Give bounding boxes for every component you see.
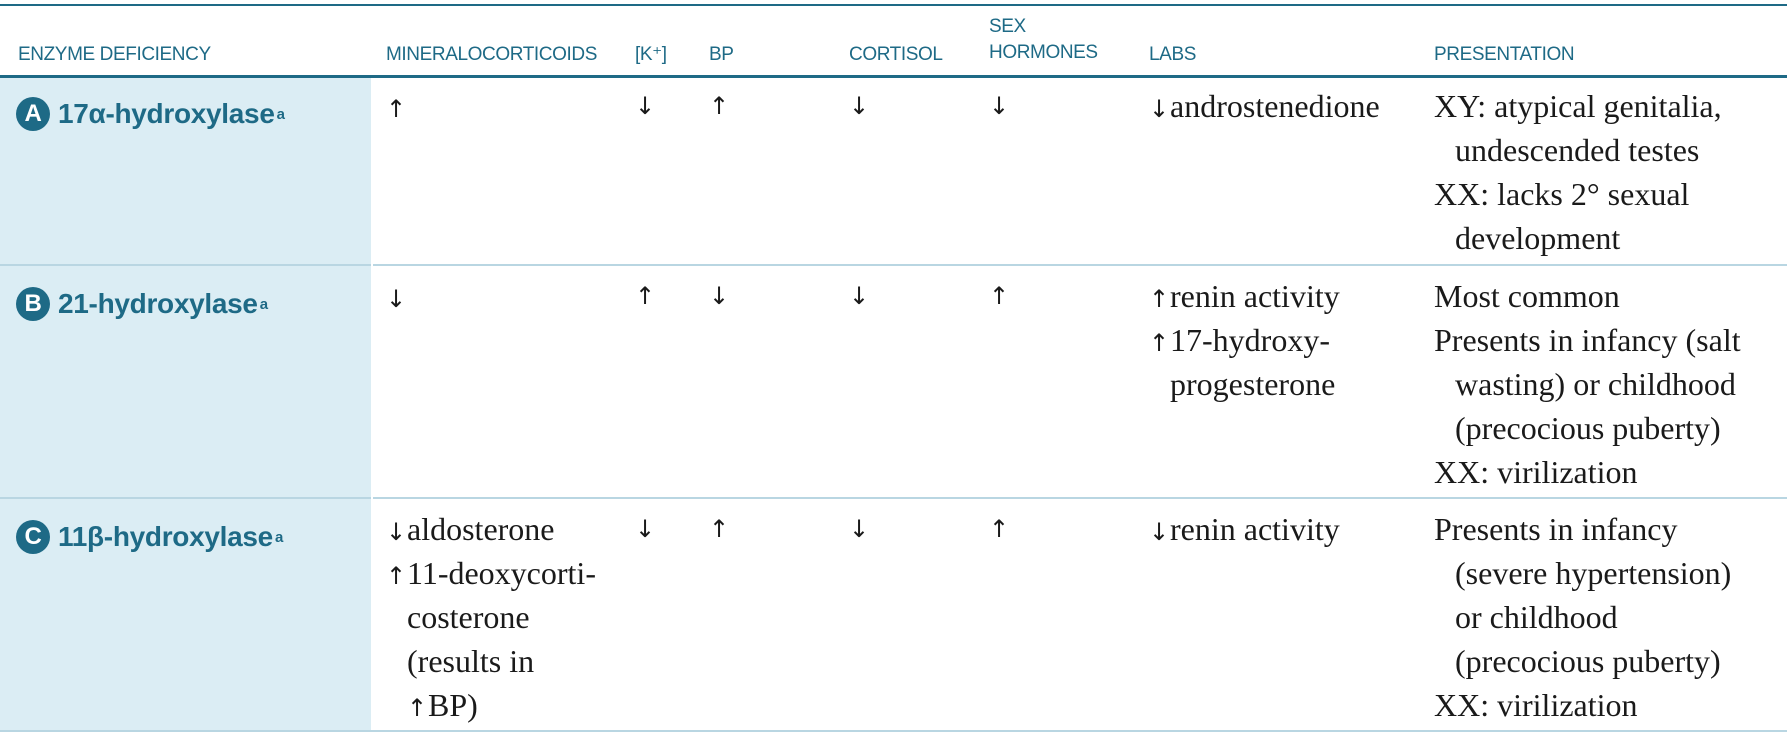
row-c-cortisol: ↓	[849, 515, 870, 543]
row-c-presentation: Presents in infancy (severe hypertension…	[1434, 511, 1732, 723]
row-a-presentation: XY: atypical genitalia, undescended test…	[1434, 88, 1722, 256]
header-presentation: PRESENTATION	[1434, 44, 1575, 65]
row-label-shade-c	[0, 499, 371, 730]
footnote-marker: a	[259, 295, 268, 313]
header-rule	[0, 75, 1787, 78]
row-c-labs: ↓renin activity	[1149, 507, 1340, 551]
row-rule	[0, 264, 1787, 266]
down-arrow-icon: ↓	[1149, 95, 1170, 123]
up-arrow-icon: ↑	[386, 562, 407, 590]
bottom-rule	[0, 730, 1787, 732]
row-a-potassium: ↓	[635, 92, 656, 120]
enzyme-label: 17α-hydroxylase	[58, 98, 275, 129]
header-sex-hormones-line2: HORMONES	[989, 42, 1098, 63]
header-labs: LABS	[1149, 44, 1196, 65]
row-label-shade-b	[0, 266, 371, 497]
header-sex-hormones-line1: SEX	[989, 16, 1026, 37]
top-rule	[0, 4, 1787, 6]
enzyme-name-17a-hydroxylase: A 17α-hydroxylase a	[16, 92, 285, 136]
enzyme-label: 21-hydroxylase	[58, 288, 258, 319]
row-c-potassium: ↓	[635, 515, 656, 543]
row-rule	[0, 497, 1787, 499]
header-sex-hormones: SEX HORMONES	[989, 14, 1098, 66]
footnote-marker: a	[274, 528, 283, 546]
row-b-bp: ↓	[709, 282, 730, 310]
enzyme-label: 11β-hydroxylase	[58, 521, 273, 552]
enzyme-name-11b-hydroxylase: C 11β-hydroxylase a	[16, 515, 283, 559]
row-b-presentation: Most common Presents in infancy (salt wa…	[1434, 278, 1741, 490]
row-a-labs: ↓androstenedione	[1149, 84, 1380, 128]
row-c-bp: ↑	[709, 515, 730, 543]
row-letter-badge: A	[16, 97, 50, 131]
row-b-mineralocorticoids: ↓	[386, 274, 407, 318]
row-b-labs: ↑renin activity ↑17-hydroxy- progesteron…	[1149, 278, 1340, 402]
footnote-marker: a	[276, 105, 285, 123]
header-mineralocorticoids: MINERALOCORTICOIDS	[386, 44, 597, 65]
down-arrow-icon: ↓	[386, 518, 407, 546]
down-arrow-icon: ↓	[1149, 518, 1170, 546]
up-arrow-icon: ↑	[1149, 285, 1170, 313]
row-c-mineralocorticoids: ↓aldosterone ↑11-deoxycorti- costerone (…	[386, 507, 596, 727]
row-b-potassium: ↑	[635, 282, 656, 310]
up-arrow-icon: ↑	[1149, 329, 1170, 357]
row-b-cortisol: ↓	[849, 282, 870, 310]
row-label-shade-a	[0, 78, 371, 264]
up-arrow-icon: ↑	[386, 95, 407, 123]
row-a-mineralocorticoids: ↑	[386, 84, 407, 128]
header-enzyme-deficiency: ENZYME DEFICIENCY	[18, 44, 211, 65]
row-letter-badge: C	[16, 520, 50, 554]
header-potassium: [K⁺]	[635, 44, 667, 65]
down-arrow-icon: ↓	[386, 285, 407, 313]
header-cortisol: CORTISOL	[849, 44, 943, 65]
up-arrow-icon: ↑	[407, 694, 428, 722]
row-a-cortisol: ↓	[849, 92, 870, 120]
row-a-sex-hormones: ↓	[989, 92, 1010, 120]
header-bp: BP	[709, 44, 734, 65]
row-b-sex-hormones: ↑	[989, 282, 1010, 310]
row-c-sex-hormones: ↑	[989, 515, 1010, 543]
row-letter-badge: B	[16, 287, 50, 321]
row-a-bp: ↑	[709, 92, 730, 120]
enzyme-name-21-hydroxylase: B 21-hydroxylase a	[16, 282, 268, 326]
